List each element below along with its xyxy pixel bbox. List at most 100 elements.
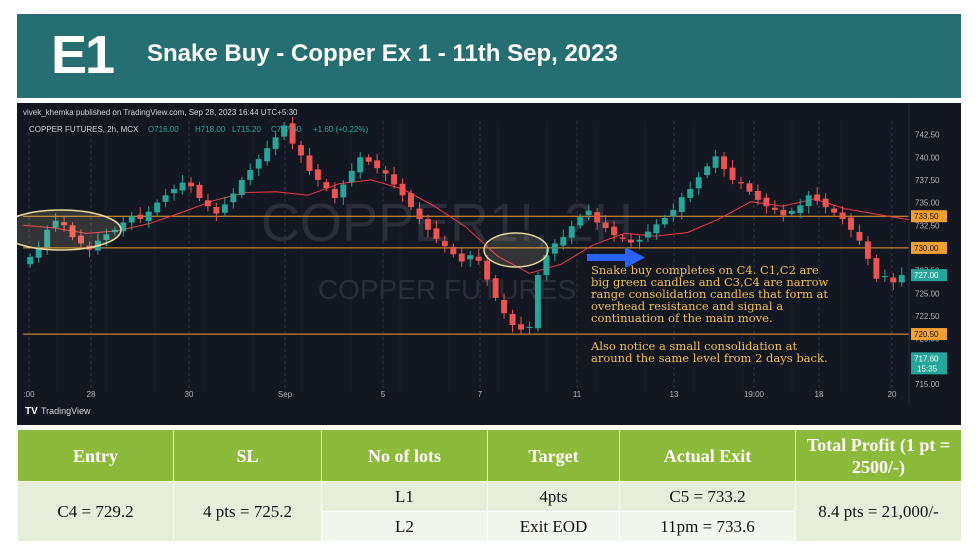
candle-body — [357, 157, 364, 173]
watermark: COPPER1!, 2H COPPER FUTURES — [261, 193, 633, 305]
candle-body — [594, 212, 601, 223]
candle-body — [247, 169, 254, 180]
x-tick-label: 19:00 — [744, 390, 765, 399]
candle-body — [526, 326, 533, 329]
candle-body — [128, 216, 135, 223]
ma-line — [22, 179, 910, 274]
candle-body — [450, 246, 457, 255]
level-tag — [911, 241, 947, 254]
candle-body — [780, 209, 787, 216]
x-tick-label: 20 — [888, 390, 897, 399]
candle-body — [814, 194, 821, 201]
annotation-line: big green candles and C3,C4 are narrow — [591, 275, 829, 289]
change-value: +1.60 (+0.22%) — [313, 125, 368, 134]
x-tick-label: 7 — [478, 390, 483, 399]
candle-body — [120, 222, 127, 232]
candle-body — [492, 278, 499, 298]
slide-header: E1 Snake Buy - Copper Ex 1 - 11th Sep, 2… — [17, 14, 961, 98]
candle-body — [408, 193, 414, 208]
candle-body — [551, 243, 558, 254]
chart-canvas: vivek_khemka published on TradingView.co… — [17, 103, 947, 417]
candle-body — [805, 195, 812, 207]
current-price-label: 727.00 — [914, 271, 939, 280]
candle-body — [204, 200, 211, 207]
candle-body — [856, 231, 863, 241]
level-tag — [911, 328, 947, 341]
price-chart[interactable]: vivek_khemka published on TradingView.co… — [17, 103, 961, 425]
annotation-line: Snake buy completes on C4. C1,C2 are — [591, 263, 819, 277]
candle-body — [348, 170, 355, 183]
candle-body — [518, 324, 524, 330]
level-tag-label: 730.00 — [914, 244, 939, 253]
candle-body — [289, 123, 296, 144]
candle-body — [475, 256, 482, 261]
candle-body — [213, 206, 220, 214]
candle-body — [230, 193, 237, 203]
candle-body — [433, 228, 440, 239]
candle-body — [137, 214, 144, 219]
candle-body — [746, 183, 753, 192]
candle-body — [881, 276, 888, 278]
entry-cell: C4 = 729.2 — [17, 481, 174, 542]
candle-body — [111, 229, 118, 233]
y-tick-label: 732.50 — [915, 221, 940, 230]
level-tag-label: 720.50 — [914, 330, 939, 339]
time-axis: :00 28 30 Sep 5 7 11 13 19:00 18 20 — [23, 390, 897, 399]
candle-body — [416, 208, 423, 219]
candle-body — [382, 170, 389, 174]
close-value: C717.60 — [271, 125, 302, 134]
x-tick-label: 5 — [381, 390, 386, 399]
candle-body — [721, 156, 728, 170]
candle-body — [467, 255, 474, 260]
candle-body — [323, 182, 330, 189]
vertical-grid — [28, 121, 893, 393]
candle-body — [848, 217, 854, 230]
x-tick-label: :00 — [23, 390, 35, 399]
blue-arrow — [587, 247, 645, 268]
annotation-line: Also notice a small consolidation at — [590, 339, 797, 353]
candle-body — [754, 190, 761, 200]
y-tick-label: 742.50 — [915, 131, 940, 140]
candle-body — [560, 237, 567, 246]
profit-cell: 8.4 pts = 21,000/- — [795, 481, 962, 542]
x-tick-label: 30 — [185, 390, 194, 399]
candle-body — [797, 205, 804, 213]
candle-body — [577, 217, 584, 226]
x-tick-label: 13 — [670, 390, 679, 399]
last-price-time: 15:35 — [917, 364, 938, 373]
brand-label: TradingView — [41, 406, 91, 416]
candle-body — [771, 207, 778, 210]
y-tick-label: 737.50 — [915, 176, 940, 185]
watermark-name: COPPER FUTURES — [318, 274, 576, 305]
candle-body — [441, 241, 448, 247]
candle-body — [712, 156, 719, 168]
candle-body — [44, 229, 51, 248]
header-entry: Entry — [17, 429, 174, 482]
candle-body — [255, 159, 262, 169]
y-tick-label: 740.00 — [915, 153, 940, 162]
candle-body — [238, 179, 245, 195]
candle-body — [704, 166, 711, 176]
candles — [27, 116, 905, 334]
candle-body — [399, 183, 406, 196]
candle-body — [331, 188, 338, 199]
candle-body — [145, 211, 152, 222]
last-price-value: 717.60 — [914, 354, 939, 363]
slide-title: Snake Buy - Copper Ex 1 - 11th Sep, 2023 — [147, 40, 618, 67]
candle-body — [171, 189, 178, 194]
y-tick-label: 735.00 — [915, 199, 940, 208]
y-tick-label: 715.00 — [915, 380, 940, 389]
candle-body — [196, 184, 203, 199]
candle-body — [306, 155, 313, 171]
candle-body — [831, 208, 838, 213]
annotation-line: overhead resistance and signal a — [591, 299, 783, 313]
consolidation-ellipse-1 — [17, 209, 122, 251]
candle-body — [391, 174, 398, 185]
candle-body — [154, 202, 161, 213]
target-cell: Exit EOD — [487, 511, 620, 542]
last-price-tag — [911, 352, 947, 375]
candle-body — [534, 275, 541, 329]
candle-body — [424, 218, 431, 230]
candle-body — [188, 182, 194, 187]
x-tick-label: 18 — [815, 390, 824, 399]
